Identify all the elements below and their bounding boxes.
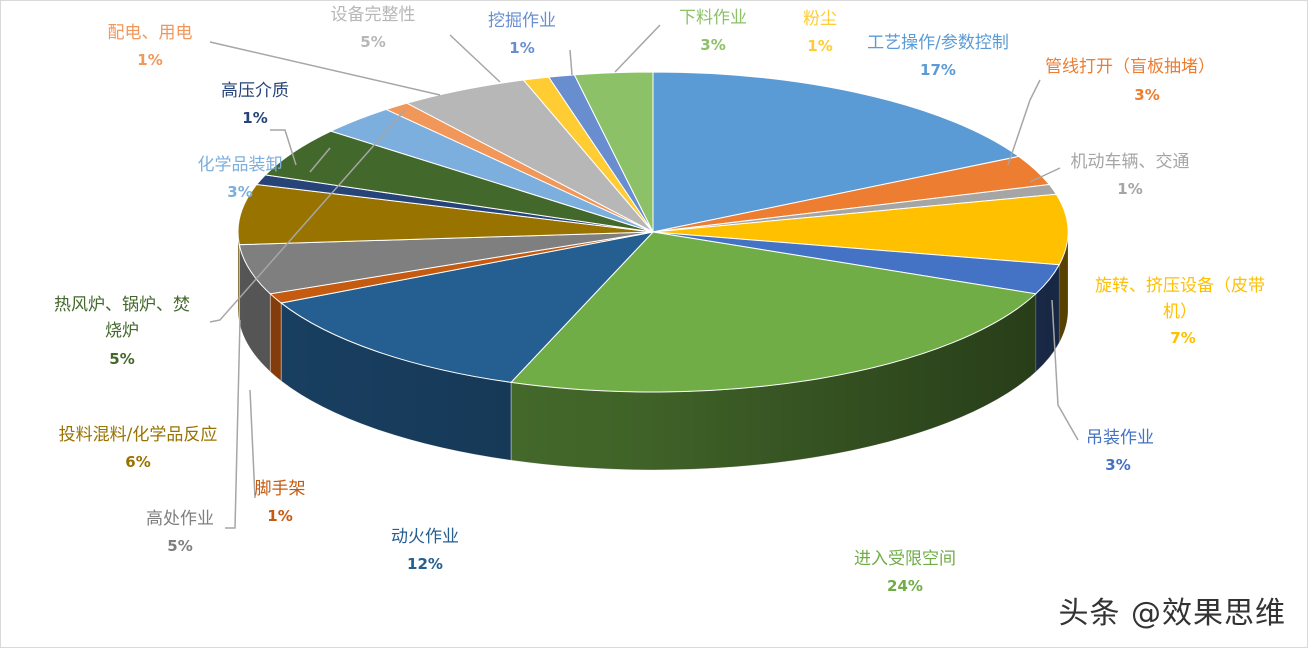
leader-line-17 (614, 24, 661, 73)
slice-percent-5: 24% (887, 577, 923, 595)
slice-name-12: 化学品装卸 (198, 155, 283, 175)
slice-percent-1: 3% (1134, 86, 1159, 104)
slice-label-0: 工艺操作/参数控制 17% (867, 33, 1009, 79)
slice-percent-13: 1% (137, 51, 162, 69)
slice-name-10: 高压介质 (221, 81, 289, 101)
slice-percent-9: 6% (125, 453, 150, 471)
slice-name-1: 管线打开（盲板抽堵） (1045, 57, 1215, 77)
slice-percent-16: 1% (509, 39, 534, 57)
slice-percent-0: 17% (920, 61, 956, 79)
leader-line-4 (1051, 299, 1079, 441)
leader-line-8 (225, 319, 241, 529)
slice-name-7: 脚手架 (255, 479, 306, 499)
slice-label-10: 高压介质 1% (221, 81, 289, 127)
slice-name-6: 动火作业 (391, 527, 459, 547)
slice-name-0: 工艺操作/参数控制 (867, 33, 1009, 53)
leader-line-2 (1029, 167, 1061, 183)
leader-line-7 (249, 389, 256, 499)
slice-percent-6: 12% (407, 555, 443, 573)
leader-line-15 (569, 49, 573, 76)
slice-percent-11: 5% (109, 350, 134, 368)
pie-slice-6[interactable] (279, 231, 655, 383)
slice-name-5: 进入受限空间 (854, 549, 956, 569)
slice-label-16: 挖掘作业 1% (488, 11, 556, 57)
pie-slice-9[interactable] (237, 183, 654, 246)
slice-label-15: 粉尘 1% (803, 9, 837, 55)
pie-slice-17[interactable] (573, 71, 654, 233)
slice-name-14: 设备完整性 (331, 5, 416, 25)
pie-slice-5[interactable] (510, 231, 1037, 393)
slice-label-9: 投料混料/化学品反应 6% (59, 425, 218, 471)
slice-name-17: 下料作业 (679, 8, 747, 28)
slice-name-3: 旋转、挤压设备（皮带 (1095, 276, 1265, 296)
slice-name-8: 高处作业 (146, 509, 214, 529)
watermark: 头条 @效果思维 (1058, 596, 1286, 631)
slice-percent-12: 3% (227, 183, 252, 201)
slice-label-13: 配电、用电 1% (108, 23, 193, 69)
pie-slice-0[interactable] (652, 71, 1021, 233)
slice-name-16: 挖掘作业 (488, 11, 556, 31)
slice-percent-3: 7% (1170, 329, 1195, 347)
pie-slice-3[interactable] (652, 193, 1069, 266)
leader-line-1 (1007, 79, 1041, 166)
slice-label-8: 高处作业 5% (146, 509, 214, 555)
slice-percent-2: 1% (1117, 180, 1142, 198)
pie-side-7 (269, 293, 282, 382)
slice-label-1: 管线打开（盲板抽堵） 3% (1045, 57, 1215, 104)
slice-label-17: 下料作业 3% (679, 8, 747, 54)
slice-label-12: 化学品装卸 3% (198, 155, 283, 201)
slice-label-3: 旋转、挤压设备（皮带机） 7% (1095, 276, 1265, 347)
slice-percent-10: 1% (242, 109, 267, 127)
slice-name-4: 吊装作业 (1086, 428, 1154, 448)
leader-line-13 (209, 41, 441, 96)
slice-label-5: 进入受限空间 24% (854, 549, 956, 595)
slice-label-11: 热风炉、锅炉、焚烧炉 5% (54, 295, 190, 368)
slice-label-6: 动火作业 12% (391, 527, 459, 573)
slice-percent-14: 5% (360, 33, 385, 51)
slice-label-14: 设备完整性 5% (331, 5, 416, 51)
slice-label-7: 脚手架 1% (255, 479, 306, 525)
slice-label-4: 吊装作业 3% (1086, 428, 1154, 474)
slice-name-9: 投料混料/化学品反应 (59, 425, 218, 445)
slice-name-15: 粉尘 (803, 9, 837, 29)
slice-name-11: 热风炉、锅炉、焚 (54, 295, 190, 315)
slice-name-2: 机动车辆、交通 (1071, 152, 1190, 172)
slice-percent-7: 1% (267, 507, 292, 525)
slice-percent-4: 3% (1105, 456, 1130, 474)
leader-line-12 (309, 147, 331, 173)
slice-name-13: 配电、用电 (108, 23, 193, 43)
leader-line-10 (270, 129, 297, 166)
slice-label-2: 机动车辆、交通 1% (1071, 152, 1190, 198)
slice-name-3-line1: 机） (1163, 302, 1197, 322)
leader-line-14 (449, 34, 501, 83)
leader-line-11 (209, 109, 406, 323)
slice-name-11-line1: 烧炉 (105, 321, 139, 341)
slice-percent-17: 3% (700, 36, 725, 54)
slice-percent-15: 1% (807, 37, 832, 55)
slice-percent-8: 5% (167, 537, 192, 555)
